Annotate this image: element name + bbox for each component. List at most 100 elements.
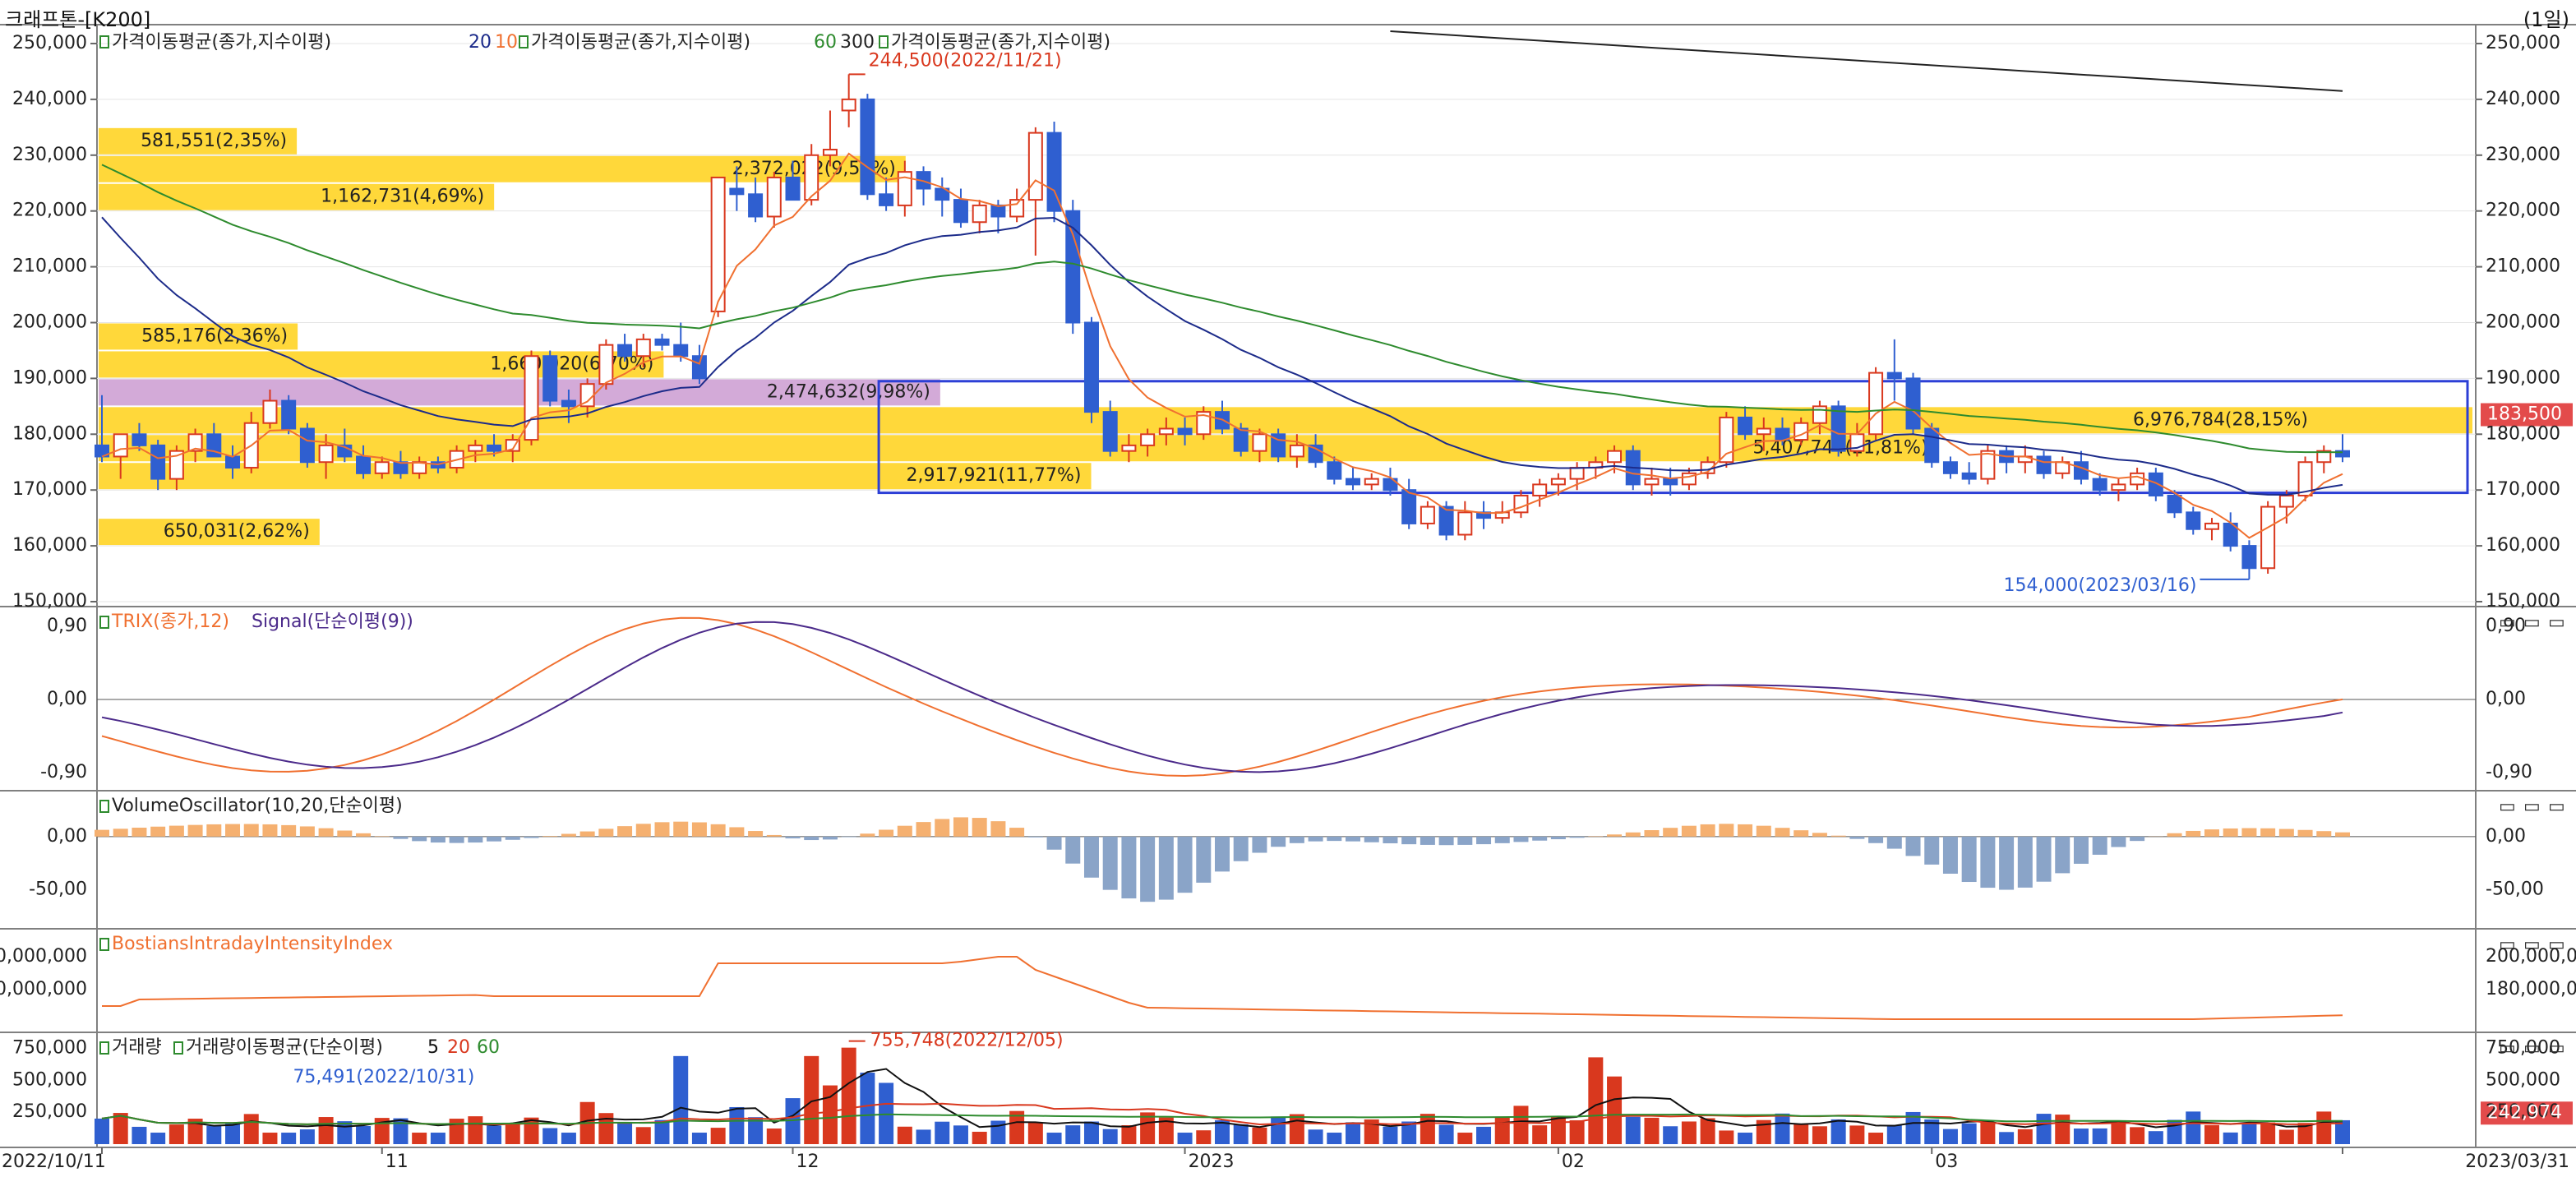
volume-bar <box>1233 1124 1249 1144</box>
y-tick-label-right: 750,000 <box>2486 1038 2560 1059</box>
range-box <box>877 380 2469 495</box>
volume-bar <box>1961 1123 1977 1144</box>
y-tick-label: 0,00 <box>47 826 87 847</box>
vo-bar <box>1775 828 1790 837</box>
candle-body <box>1102 411 1118 452</box>
candle-body <box>1083 321 1099 413</box>
volume-bar <box>1942 1129 1958 1144</box>
pane-control-icon[interactable]: ▭ <box>2548 796 2565 817</box>
volume-profile-label: 581,551(2,35%) <box>141 131 287 151</box>
pane-control-icon[interactable]: ▭ <box>2499 935 2516 955</box>
vo-bar <box>2130 836 2145 842</box>
volume-bar <box>691 1133 707 1144</box>
candle-body <box>897 171 912 206</box>
candle-body <box>468 444 483 452</box>
candle-body <box>1065 210 1081 324</box>
volume-profile-band <box>99 127 298 155</box>
volume-bar <box>542 1128 558 1144</box>
pane-control-icon[interactable]: ▭ <box>2499 612 2516 633</box>
vo-bar <box>1271 836 1286 847</box>
vo-bar <box>1569 836 1585 838</box>
pane-control-icon[interactable]: ▭ <box>2523 935 2541 955</box>
candle-body <box>1756 427 1771 436</box>
vo-bar <box>729 827 745 837</box>
vo-bar <box>412 836 427 842</box>
volume-bar <box>2278 1129 2294 1144</box>
candle-body <box>935 187 950 201</box>
vo-bar <box>1700 824 1715 837</box>
vo-bar <box>1457 836 1473 845</box>
vo-bar <box>243 824 259 837</box>
volume-profile-label: 2,917,921(11,77%) <box>906 465 1081 486</box>
legend-ma-label: 가격이동평균(종가,지수이평) <box>891 32 1110 53</box>
pane-control-icon[interactable]: ▭ <box>2523 612 2541 633</box>
volume-bar <box>2204 1124 2219 1144</box>
volume-bar <box>1513 1105 1529 1144</box>
candle-body <box>1886 372 1902 380</box>
vo-bar <box>1009 828 1025 837</box>
vo-bar <box>785 836 801 839</box>
vo-bar <box>1401 836 1417 845</box>
ma-60-line <box>101 164 2343 454</box>
legend-icon <box>99 938 109 951</box>
y-tick-label-right: 240,000 <box>2486 89 2560 109</box>
y-tick-label-right: 190,000 <box>2486 367 2560 388</box>
legend-ma-param: 300 <box>840 32 875 53</box>
candle-body <box>487 444 502 452</box>
volume-bar <box>1271 1116 1286 1144</box>
vo-bar <box>1830 835 1846 837</box>
volume-bar <box>1364 1119 1379 1144</box>
volume-bar <box>449 1119 464 1144</box>
pane-control-icon[interactable]: ▭ <box>2548 935 2565 955</box>
candle-body <box>150 444 166 480</box>
vo-bar <box>1980 836 1996 889</box>
vo-bar <box>1177 836 1193 893</box>
candle-body <box>2278 494 2294 508</box>
vo-bar <box>2036 836 2052 882</box>
vo-bar <box>1886 836 1902 849</box>
y-tick-label: 0,90 <box>47 616 87 636</box>
ma-short-line <box>101 152 2343 539</box>
candle-body <box>1438 505 1454 536</box>
y-tick-label-right: 170,000 <box>2486 479 2560 500</box>
volume-bar <box>1625 1116 1641 1144</box>
volume-bar <box>2316 1111 2332 1144</box>
pane-control-icon[interactable]: ▭ <box>2548 612 2565 633</box>
pane-control-icon[interactable]: ▭ <box>2523 796 2541 817</box>
pane-control-icon[interactable]: ▭ <box>2499 1038 2516 1059</box>
volume-bar <box>1719 1130 1734 1144</box>
y-tick-label: 220,000 <box>12 201 87 221</box>
vo-bar <box>299 826 315 837</box>
candle-body <box>804 154 819 201</box>
pane-control-icon[interactable]: ▭ <box>2499 796 2516 817</box>
volume-profile-band <box>99 323 298 350</box>
volume-bar <box>2092 1128 2107 1144</box>
vo-bar <box>1794 830 1809 837</box>
pane-control-icon[interactable]: ▭ <box>2548 1038 2565 1059</box>
vo-bar <box>897 825 912 837</box>
candle-body <box>1158 427 1174 436</box>
vo-bar <box>430 836 445 843</box>
y-tick-label-right: 150,000 <box>2486 591 2560 612</box>
volume-bar <box>804 1055 819 1144</box>
volume-profile-band <box>99 379 940 406</box>
y-tick-label: 150,000 <box>12 591 87 612</box>
pane-control-icon[interactable]: ▭ <box>2523 1038 2541 1059</box>
volume-profile-label: 650,031(2,62%) <box>164 521 310 542</box>
candle-body <box>1663 478 1678 486</box>
volume-bar <box>598 1113 614 1144</box>
volume-bar <box>1121 1125 1137 1144</box>
volume-bar <box>225 1123 241 1144</box>
volume-bar <box>206 1125 222 1144</box>
candle-body <box>2316 450 2332 464</box>
volume-bar <box>2111 1121 2126 1144</box>
candle-body <box>1550 478 1566 486</box>
volume-bar <box>2036 1114 2052 1144</box>
candle-body <box>635 338 651 358</box>
volume-bar <box>318 1117 334 1144</box>
candle-body <box>113 433 128 458</box>
candle-body <box>374 461 390 474</box>
vo-bar <box>617 826 633 837</box>
x-tick-label: 2023 <box>1189 1152 1235 1172</box>
